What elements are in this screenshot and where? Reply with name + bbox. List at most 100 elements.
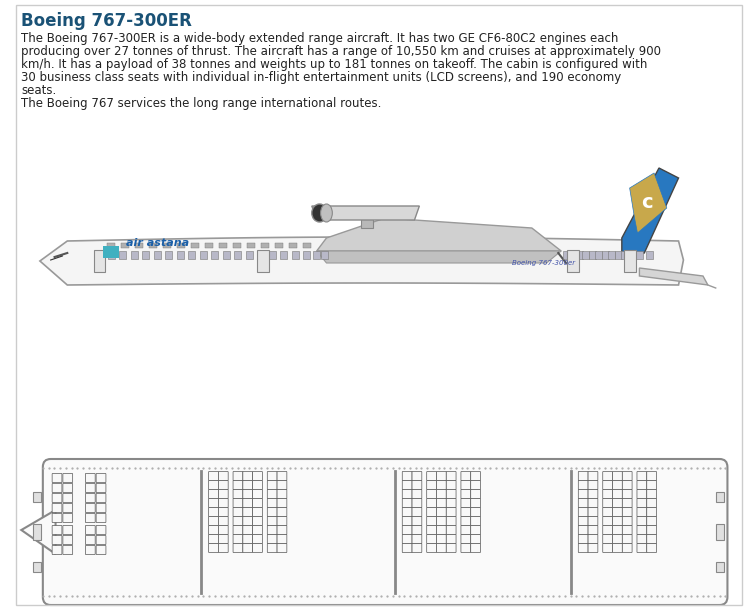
Bar [154,251,160,259]
FancyBboxPatch shape [63,483,73,492]
Bar [567,250,579,272]
FancyBboxPatch shape [253,525,262,534]
FancyBboxPatch shape [243,480,253,489]
FancyBboxPatch shape [622,508,632,517]
FancyBboxPatch shape [402,489,412,499]
FancyBboxPatch shape [243,489,253,499]
Text: Boeing 767-300er: Boeing 767-300er [512,260,575,266]
Text: The Boeing 767-300ER is a wide-body extended range aircraft. It has two GE CF6-8: The Boeing 767-300ER is a wide-body exte… [21,32,619,45]
Bar [716,492,724,502]
FancyBboxPatch shape [233,544,243,553]
FancyBboxPatch shape [588,517,598,525]
FancyBboxPatch shape [53,545,62,554]
Bar [108,251,115,259]
Text: producing over 27 tonnes of thrust. The aircraft has a range of 10,550 km and cr: producing over 27 tonnes of thrust. The … [21,45,662,58]
FancyBboxPatch shape [86,503,95,513]
FancyBboxPatch shape [578,525,588,534]
FancyBboxPatch shape [63,525,73,534]
FancyBboxPatch shape [588,471,598,480]
Bar [33,562,41,572]
FancyBboxPatch shape [646,544,656,553]
FancyBboxPatch shape [243,534,253,544]
FancyBboxPatch shape [461,480,471,489]
FancyBboxPatch shape [646,525,656,534]
FancyBboxPatch shape [86,525,95,534]
FancyBboxPatch shape [436,480,446,489]
FancyBboxPatch shape [622,525,632,534]
FancyBboxPatch shape [63,503,73,513]
FancyBboxPatch shape [267,471,277,480]
FancyBboxPatch shape [412,517,422,525]
FancyBboxPatch shape [436,471,446,480]
FancyBboxPatch shape [646,480,656,489]
FancyBboxPatch shape [96,474,106,483]
FancyBboxPatch shape [588,499,598,508]
Bar [177,251,184,259]
FancyBboxPatch shape [646,489,656,499]
FancyBboxPatch shape [427,525,436,534]
FancyBboxPatch shape [209,480,218,489]
FancyBboxPatch shape [209,489,218,499]
Bar [716,524,724,540]
FancyBboxPatch shape [209,544,218,553]
FancyBboxPatch shape [436,499,446,508]
FancyBboxPatch shape [96,483,106,492]
FancyBboxPatch shape [53,503,62,513]
Bar [321,251,328,259]
FancyBboxPatch shape [53,514,62,522]
FancyBboxPatch shape [461,489,471,499]
FancyBboxPatch shape [613,480,622,489]
Bar [716,562,724,572]
Text: The Boeing 767 services the long range international routes.: The Boeing 767 services the long range i… [21,97,382,110]
FancyBboxPatch shape [436,534,446,544]
FancyBboxPatch shape [53,536,62,545]
FancyBboxPatch shape [96,536,106,545]
FancyBboxPatch shape [267,544,277,553]
FancyBboxPatch shape [243,499,253,508]
FancyBboxPatch shape [218,480,228,489]
FancyBboxPatch shape [412,508,422,517]
FancyBboxPatch shape [96,494,106,502]
Bar [223,251,230,259]
Bar [589,251,596,259]
FancyBboxPatch shape [471,471,481,480]
Bar [626,251,633,259]
FancyBboxPatch shape [233,471,243,480]
FancyBboxPatch shape [209,499,218,508]
FancyBboxPatch shape [622,471,632,480]
FancyBboxPatch shape [646,517,656,525]
FancyBboxPatch shape [277,544,286,553]
Bar [219,243,227,248]
Bar [33,524,41,540]
FancyBboxPatch shape [402,499,412,508]
Bar [33,492,41,502]
FancyBboxPatch shape [613,544,622,553]
FancyBboxPatch shape [277,508,286,517]
FancyBboxPatch shape [86,536,95,545]
FancyBboxPatch shape [446,544,456,553]
Ellipse shape [312,204,328,222]
Bar [304,251,310,259]
Bar [177,243,185,248]
FancyBboxPatch shape [471,544,481,553]
Bar [289,243,297,248]
FancyBboxPatch shape [471,480,481,489]
FancyBboxPatch shape [253,499,262,508]
FancyBboxPatch shape [402,480,412,489]
FancyBboxPatch shape [622,499,632,508]
FancyBboxPatch shape [461,471,471,480]
FancyBboxPatch shape [471,517,481,525]
Polygon shape [640,268,708,285]
FancyBboxPatch shape [446,499,456,508]
FancyBboxPatch shape [622,534,632,544]
FancyBboxPatch shape [471,534,481,544]
FancyBboxPatch shape [471,525,481,534]
Bar [257,250,268,272]
FancyBboxPatch shape [578,534,588,544]
FancyBboxPatch shape [637,499,646,508]
FancyBboxPatch shape [603,508,613,517]
FancyBboxPatch shape [637,489,646,499]
FancyBboxPatch shape [267,489,277,499]
FancyBboxPatch shape [63,536,73,545]
FancyBboxPatch shape [578,508,588,517]
